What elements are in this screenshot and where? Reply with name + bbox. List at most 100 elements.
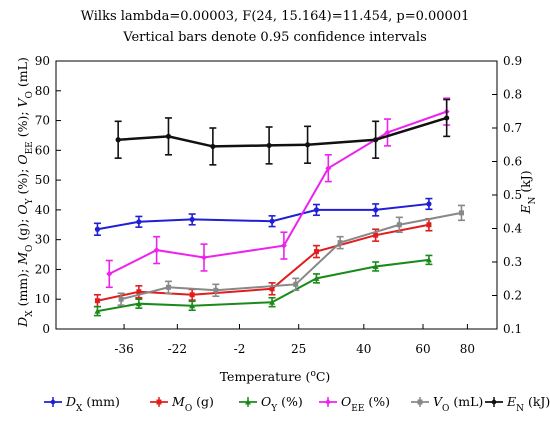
plot-area: 0 10 20 30 40 50 60 70 80 90 0.1 0.2 0.3 0.4 0.5 0.6 0.7… [35,54,523,356]
series-line [97,258,430,313]
legend: DX (mm) MO (g) OY (%) OEE (%) VO (mL) EN (kJ) [44,394,550,414]
data-point [313,207,320,213]
y-left-tick-label: 30 [35,233,50,247]
series-oy [93,254,433,317]
series-enkj [114,98,451,166]
series-line [97,202,430,231]
x-tick-label: 60 [415,342,430,356]
series-oee [105,97,451,289]
data-point [94,226,101,232]
data-point [115,137,121,143]
x-tick-label: -36 [114,342,133,356]
legend-label: EN (kJ) [506,394,550,414]
data-point [269,286,275,292]
legend-item: OEE (%) [319,394,390,414]
y-left-tick-label: 60 [35,143,50,157]
y-left-tick-label: 40 [35,203,50,217]
data-point [136,289,142,295]
data-point [313,275,320,281]
y-right-tick-label: 0.8 [503,88,522,102]
data-point [372,263,379,269]
x-tick-label: 25 [291,342,306,356]
legend-marker [417,399,423,405]
y-left-tick-label: 50 [35,173,50,187]
y-left-tick-label: 0 [42,322,50,336]
data-point [269,218,275,224]
legend-marker [325,399,331,405]
legend-marker [491,399,497,405]
data-point [458,210,464,216]
data-point [280,242,287,249]
data-point [384,129,391,136]
legend-item: OY (%) [239,394,303,414]
legend-marker [50,399,56,405]
data-point [373,232,379,238]
legend-label: OEE (%) [341,394,390,414]
legend-item: EN (kJ) [485,394,550,414]
chart-subtitle: Vertical bars denote 0.95 confidence int… [122,30,426,45]
legend-item: DX (mm) [44,394,120,414]
x-tick-label: -22 [168,342,187,356]
y-right-tick-label: 0.1 [503,322,522,336]
data-point [266,142,272,149]
plot-frame [55,60,498,330]
legend-item: VO (mL) [411,394,483,414]
y-right-tick-label: 0.3 [503,255,522,269]
y-left-tick-label: 80 [35,84,50,98]
legend-label: VO (mL) [433,394,483,414]
y-right-tick-label: 0.5 [503,188,522,202]
data-point [396,222,402,228]
y-axis-title-left: DX (mm); MO (g); OY (%); OEE (%); VO (mL… [15,57,35,328]
data-point [189,302,196,309]
data-point [373,137,379,143]
y-left-tick-label: 70 [35,114,50,128]
data-point [373,207,379,213]
series-line [97,223,430,302]
data-point [425,256,432,263]
legend-marker [156,399,162,405]
chart-title: Wilks lambda=0.00003, F(24, 15.164)=11.4… [81,9,470,24]
legend-label: MO (g) [171,394,214,414]
y-right-tick-label: 0.6 [503,155,522,169]
series-line [118,116,448,148]
data-point [313,249,319,255]
series-dxmm [93,197,433,236]
y-left-tick-label: 90 [35,54,50,68]
data-point [135,300,142,307]
y-axis-title-left-text: DX (mm); MO (g); OY (%); OEE (%); VO (mL… [15,57,35,328]
data-point [426,222,432,228]
y-left-tick-label: 10 [35,292,50,306]
data-point [304,142,311,148]
data-point [426,201,432,207]
data-point [189,292,195,298]
data-point [189,216,195,223]
data-point [118,296,124,302]
data-point [106,270,113,277]
data-point [213,287,219,293]
y-left-tick-label: 20 [35,262,50,276]
legend-marker [245,399,251,405]
data-point [269,299,276,305]
legend-item: MO (g) [150,394,214,414]
data-point [210,143,216,150]
data-point [325,165,332,172]
y-axis-title-right: EN (kJ) [518,170,538,214]
data-point [136,219,142,225]
legend-label: DX (mm) [65,394,120,414]
x-tick-label: 80 [460,342,475,356]
y-right-tick-label: 0.7 [503,121,522,135]
data-point [94,308,101,314]
data-point [94,298,100,304]
data-point [293,281,299,287]
legend-label: OY (%) [261,394,303,414]
data-point [337,240,343,246]
y-right-tick-label: 0.9 [503,54,522,68]
series-voml [117,204,465,306]
x-tick-label: 40 [356,342,371,356]
data-point [165,133,172,139]
y-right-tick-label: 0.4 [503,222,522,236]
data-point [444,115,450,121]
data-point [165,284,171,290]
data-point [200,254,207,261]
